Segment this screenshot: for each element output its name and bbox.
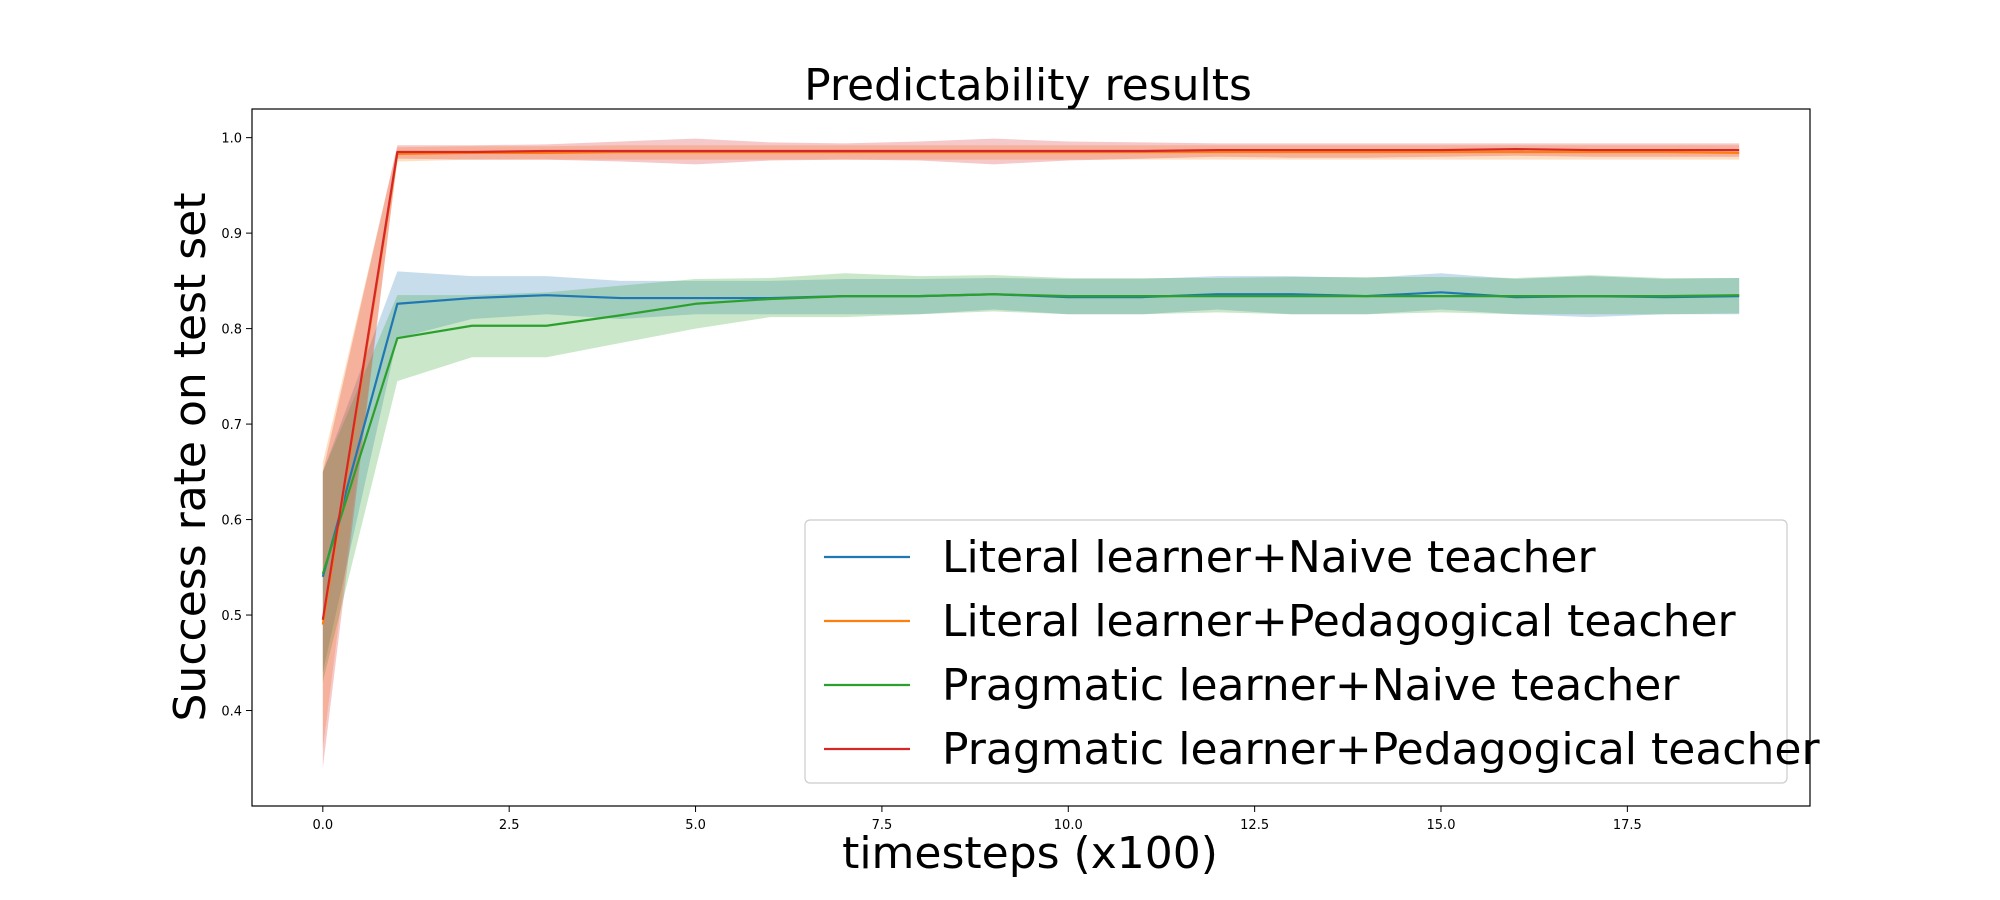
legend-label-pragmatic-learner-naive-teacher: Pragmatic learner+Naive teacher xyxy=(942,660,1680,711)
x-axis: 0.0 2.5 5.0 7.5 10.0 12.5 15.0 17.5 xyxy=(312,806,1642,833)
line-pragmatic-learner-naive-teacher xyxy=(321,293,1740,575)
y-tick-label: 0.5 xyxy=(221,609,242,624)
legend-label-literal-learner-pedagogical-teacher: Literal learner+Pedagogical teacher xyxy=(942,596,1737,647)
y-tick-label: 0.6 xyxy=(221,514,242,529)
plot-frame xyxy=(251,108,1811,807)
y-tick-label: 0.4 xyxy=(221,705,242,720)
y-axis-title: Success rate on test set xyxy=(165,193,216,722)
line-pragmatic-learner-pedagogical-teacher xyxy=(321,148,1740,620)
y-tick-label: 0.7 xyxy=(221,418,242,433)
legend-label-literal-learner-naive-teacher: Literal learner+Naive teacher xyxy=(942,532,1596,583)
x-tick-label: 15.0 xyxy=(1427,818,1456,833)
legend-box xyxy=(804,519,1788,784)
x-tick-label: 12.5 xyxy=(1240,818,1269,833)
legend: Literal learner+Naive teacher Literal lea… xyxy=(804,519,1820,784)
legend-label-pragmatic-learner-pedagogical-teacher: Pragmatic learner+Pedagogical teacher xyxy=(942,724,1820,775)
confidence-bands xyxy=(322,138,1740,768)
y-tick-label: 0.8 xyxy=(221,323,242,338)
y-axis: 0.4 0.5 0.6 0.7 0.8 0.9 1.0 xyxy=(221,132,252,720)
x-tick-label: 10.0 xyxy=(1054,818,1083,833)
x-tick-label: 17.5 xyxy=(1613,818,1642,833)
x-tick-label: 2.5 xyxy=(499,818,520,833)
x-tick-label: 0.0 xyxy=(312,818,333,833)
chart-title: Predictability results xyxy=(804,60,1252,111)
y-tick-label: 1.0 xyxy=(221,132,242,147)
x-tick-label: 5.0 xyxy=(685,818,706,833)
x-tick-label: 7.5 xyxy=(872,818,893,833)
band-pragmatic-learner-naive-teacher xyxy=(322,273,1740,682)
x-axis-title: timesteps (x100) xyxy=(842,828,1218,879)
series-lines xyxy=(321,148,1740,625)
y-tick-label: 0.9 xyxy=(221,227,242,242)
band-literal-learner-naive-teacher xyxy=(322,271,1740,673)
